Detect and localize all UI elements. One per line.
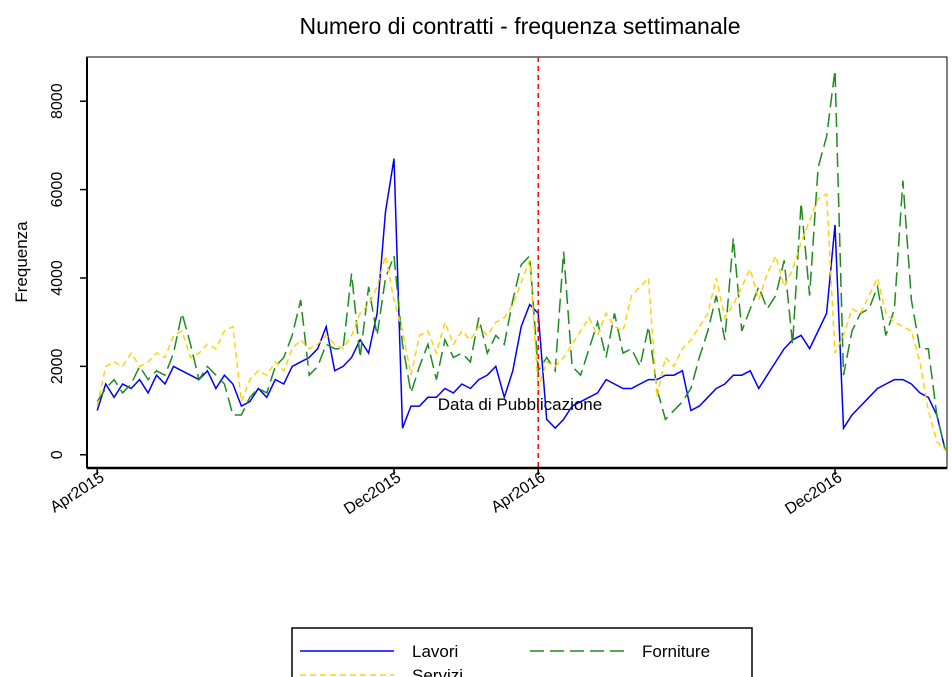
legend-label: Servizi [412,666,463,677]
series-line [96,70,947,451]
legend-box [291,627,753,677]
series-line [96,158,947,451]
x-tick-label: Dec2016 [782,469,845,518]
y-tick-label: 0 [49,450,66,459]
x-tick-label: Apr2015 [47,469,107,516]
y-tick-label: 4000 [49,260,66,296]
y-tick-label: 2000 [49,348,66,384]
y-axis-label: Frequenza [12,221,31,303]
y-tick-label: 6000 [49,172,66,208]
legend-label: Lavori [412,642,458,661]
y-tick-label: 8000 [49,83,66,119]
chart-title: Numero di contratti - frequenza settiman… [299,13,740,39]
x-axis-label: Data di Pubblicazione [438,395,602,414]
x-tick-label: Dec2015 [341,469,404,518]
series-line [96,192,946,451]
legend-label: Forniture [642,642,710,661]
x-tick-label: Apr2016 [488,469,548,516]
